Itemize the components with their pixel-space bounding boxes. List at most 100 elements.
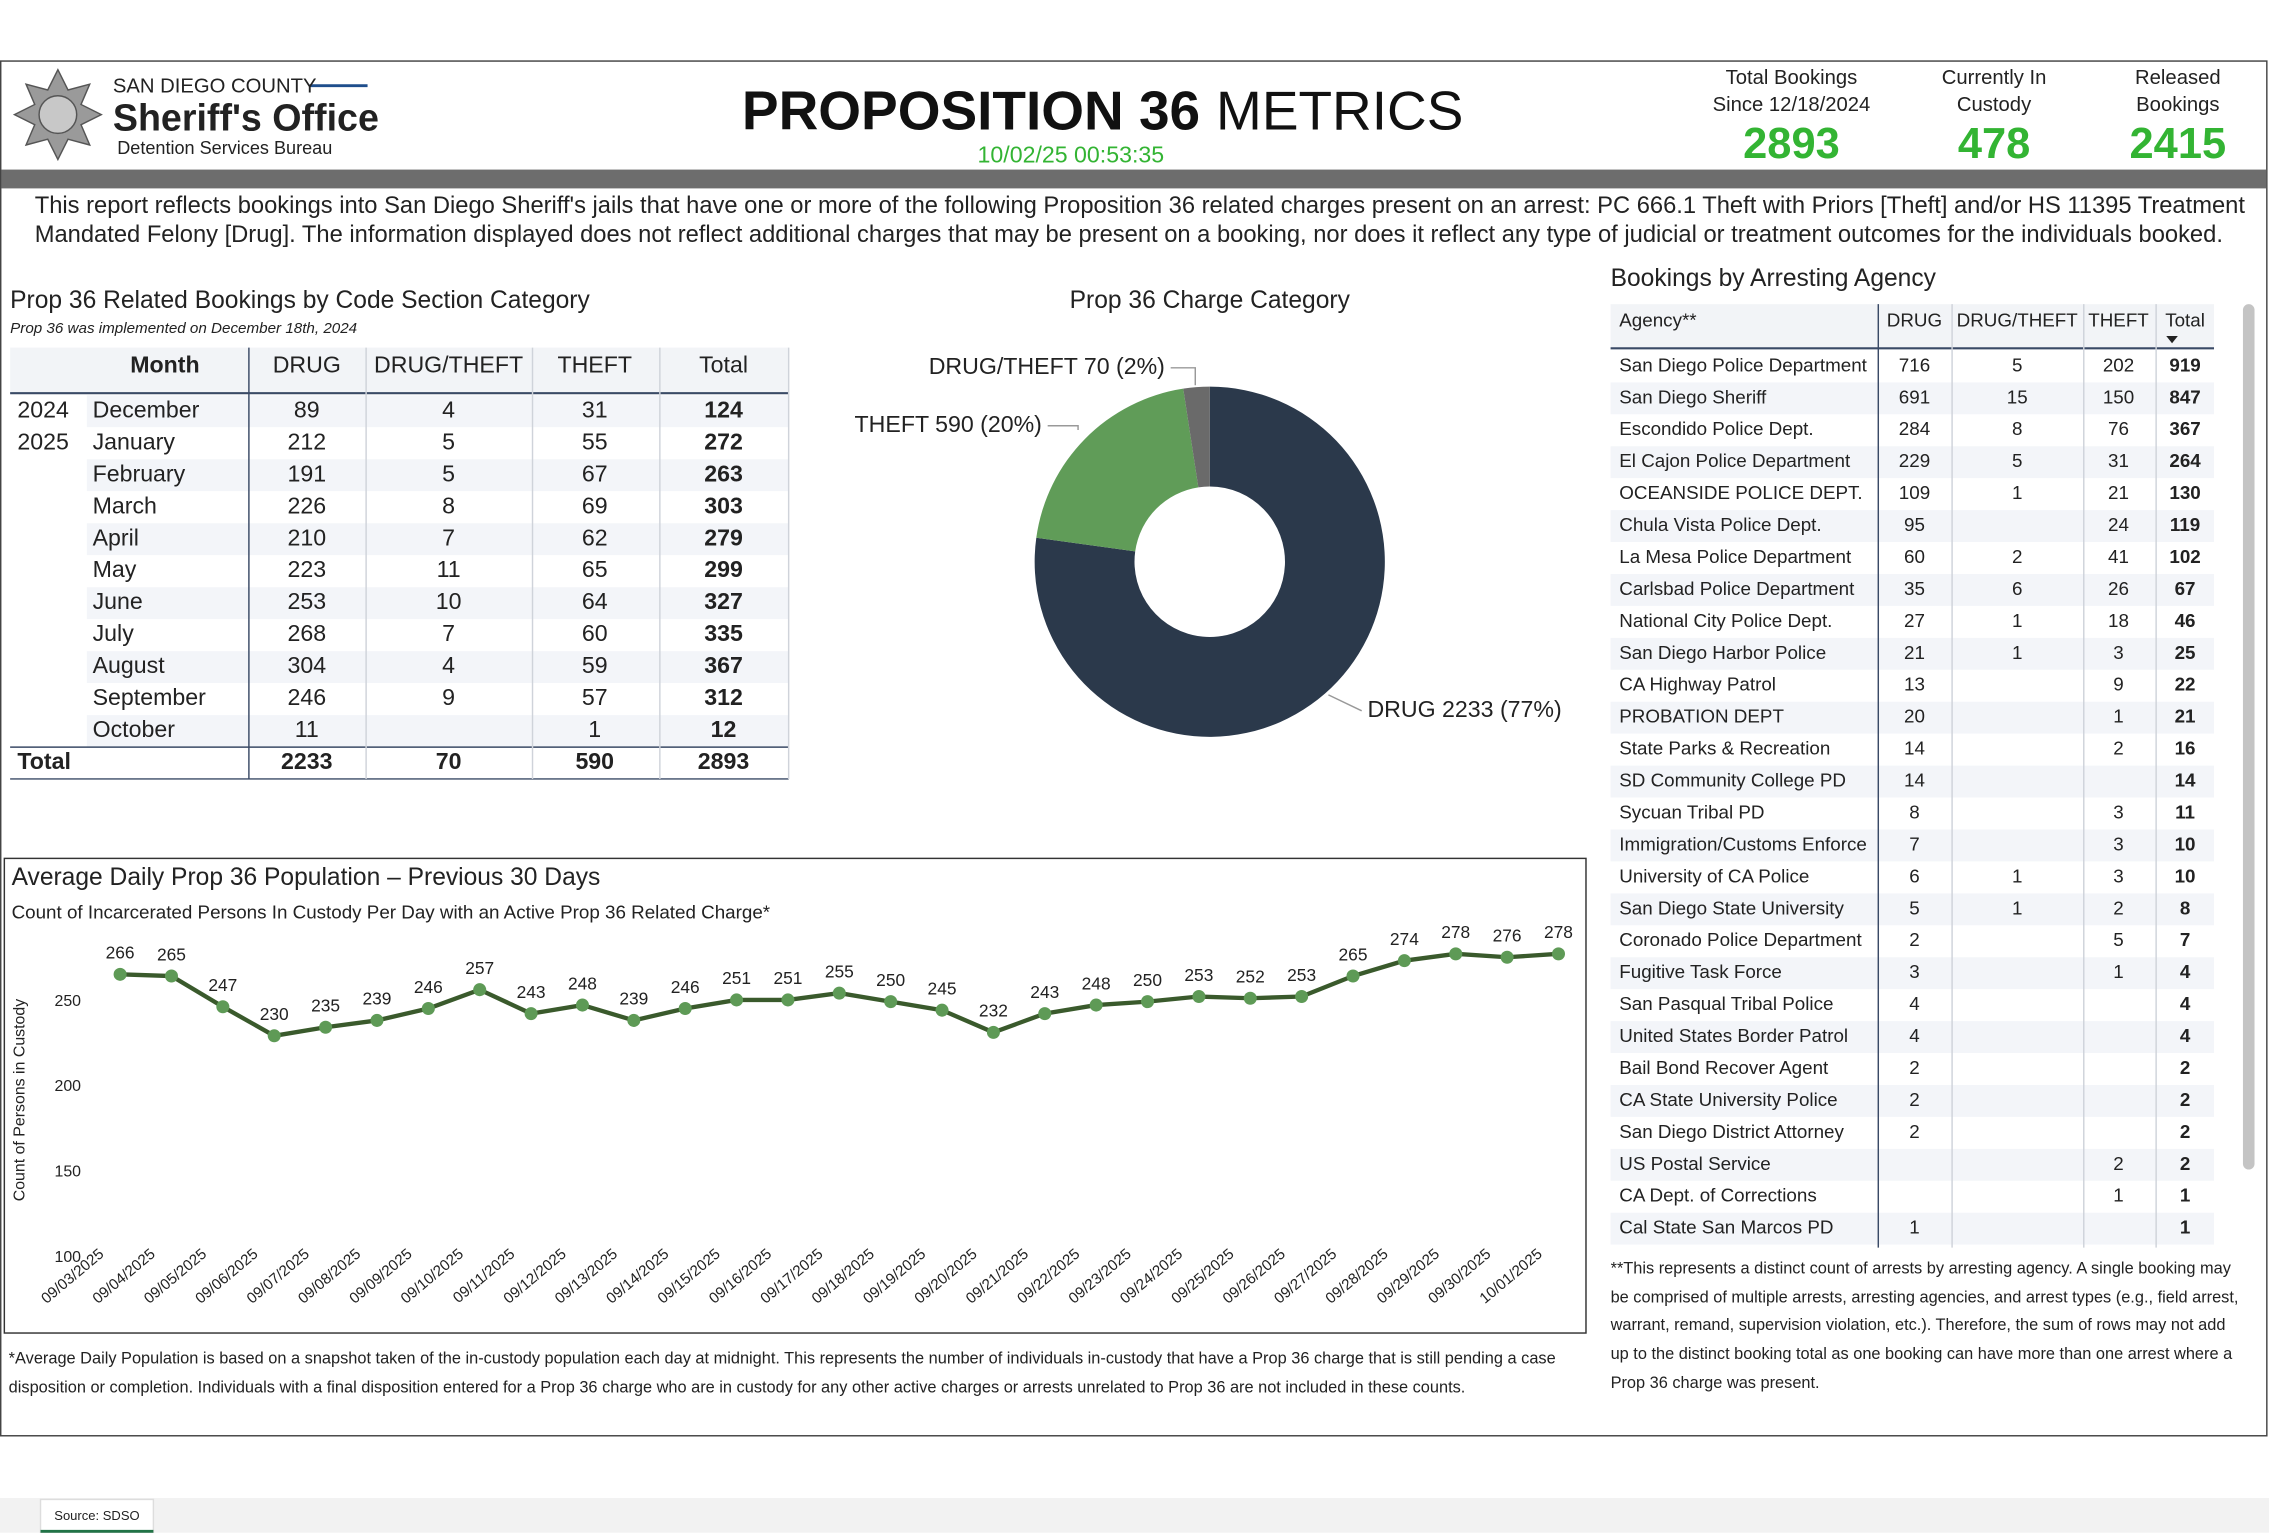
- table-header-bg: [1610, 304, 2215, 348]
- table-cell: 5: [442, 428, 455, 454]
- marker: [575, 998, 589, 1012]
- agency-cell: Coronado Police Department: [1619, 929, 1862, 950]
- marker: [730, 993, 744, 1007]
- table-cell: 102: [2169, 546, 2200, 567]
- table-cell: 7: [1909, 833, 1919, 854]
- total-cell: Total: [17, 748, 71, 774]
- table-cell: 1: [2012, 610, 2022, 631]
- table-cell: 55: [582, 428, 608, 454]
- table-cell: 67: [2175, 578, 2196, 599]
- column-header: DRUG/THEFT: [374, 351, 523, 377]
- row-bg: [86, 395, 789, 428]
- table-cell: 7: [442, 620, 455, 646]
- column-header: Agency**: [1619, 309, 1697, 330]
- table-cell: 3: [2113, 801, 2123, 822]
- marker: [1397, 954, 1411, 968]
- row-bg: [1610, 1021, 2215, 1053]
- agency-cell: Sycuan Tribal PD: [1619, 801, 1764, 822]
- table-cell: 919: [2169, 354, 2200, 375]
- agency-cell: Escondido Police Dept.: [1619, 418, 1813, 439]
- month-cell: January: [93, 428, 176, 454]
- table-cell: 10: [2175, 865, 2196, 886]
- row-bg: [1610, 446, 2215, 479]
- data-label: 248: [1082, 973, 1111, 993]
- month-cell: March: [93, 492, 157, 518]
- marker: [678, 1001, 692, 1015]
- table-header-bg: [10, 347, 789, 393]
- agency-cell: San Diego Sheriff: [1619, 386, 1767, 407]
- table-cell: 31: [2108, 450, 2129, 471]
- marker: [1089, 998, 1103, 1012]
- kpi-label: Currently In: [1942, 67, 2047, 89]
- table-cell: 246: [287, 684, 326, 710]
- table-cell: 4: [1909, 1025, 1919, 1046]
- table-cell: 2: [1909, 1057, 1919, 1078]
- table-cell: 303: [704, 492, 743, 518]
- agency-cell: Chula Vista Police Dept.: [1619, 514, 1821, 535]
- table-cell: 1: [2113, 961, 2123, 982]
- table-cell: 847: [2169, 386, 2200, 407]
- table-cell: 18: [2108, 610, 2129, 631]
- row-bg: [1610, 957, 2215, 990]
- data-label: 274: [1390, 929, 1419, 949]
- marker: [986, 1025, 1000, 1039]
- donut-slice: [1183, 386, 1210, 488]
- agency-cell: San Diego Harbor Police: [1619, 642, 1826, 663]
- timestamp: 10/02/25 00:53:35: [978, 142, 1165, 168]
- row-bg: [86, 715, 789, 747]
- table-cell: 299: [704, 556, 743, 582]
- table-cell: 31: [582, 396, 608, 422]
- description-box: This report reflects bookings into San D…: [34, 192, 2245, 248]
- kpi-label: Released: [2135, 67, 2221, 89]
- column-header: DRUG: [273, 351, 341, 377]
- leader-line: [1047, 424, 1079, 431]
- table-cell: 304: [287, 652, 326, 678]
- agency-cell: Cal State San Marcos PD: [1619, 1217, 1833, 1238]
- month-cell: December: [93, 396, 200, 422]
- kpi-label: Total Bookings: [1726, 67, 1858, 89]
- table-cell: 60: [1904, 546, 1925, 567]
- table-cell: 7: [442, 524, 455, 550]
- table-cell: 6: [2012, 578, 2022, 599]
- table-cell: 1: [2180, 1217, 2190, 1238]
- data-label: 266: [106, 943, 135, 963]
- month-cell: August: [93, 652, 166, 678]
- table-cell: 57: [582, 684, 608, 710]
- data-label: 278: [1544, 922, 1573, 942]
- kpi-label: Since 12/18/2024: [1713, 94, 1871, 116]
- marker: [1141, 995, 1155, 1009]
- table-cell: 4: [1909, 993, 1919, 1014]
- description: This report reflects bookings into San D…: [34, 192, 2245, 248]
- leader-line: [1328, 694, 1363, 712]
- table-cell: 5: [2012, 354, 2022, 375]
- row-bg: [1610, 1212, 2215, 1245]
- table-cell: 4: [2180, 961, 2191, 982]
- table-cell: 124: [704, 396, 743, 422]
- data-label: THEFT 590 (20%): [855, 411, 1042, 437]
- table-cell: 21: [2175, 706, 2196, 727]
- table-cell: 1: [2113, 706, 2123, 727]
- row-bg: [1610, 1085, 2215, 1117]
- table-cell: 229: [1899, 450, 1930, 471]
- table-cell: 2: [1909, 1089, 1919, 1110]
- agency-cell: CA Dept. of Corrections: [1619, 1185, 1816, 1206]
- data-label: 235: [311, 996, 340, 1016]
- table-cell: 6: [1909, 865, 1919, 886]
- data-label: 232: [979, 1001, 1008, 1021]
- table-cell: 327: [704, 588, 743, 614]
- table-cell: 1: [1909, 1217, 1919, 1238]
- org-name: Sheriff's Office: [113, 96, 379, 138]
- agency-cell: University of CA Police: [1619, 865, 1809, 886]
- data-label: 239: [619, 989, 648, 1009]
- y-tick-label: 100: [54, 1249, 81, 1266]
- marker: [164, 969, 178, 983]
- row-bg: [1610, 765, 2215, 798]
- total-cell: 2233: [281, 748, 333, 774]
- table-cell: 9: [2113, 674, 2123, 695]
- table-cell: 2: [1909, 929, 1919, 950]
- agency-cell: San Diego Police Department: [1619, 354, 1867, 375]
- table-cell: 2: [2113, 1153, 2123, 1174]
- row-bg: [86, 651, 789, 684]
- data-label: 239: [362, 989, 391, 1009]
